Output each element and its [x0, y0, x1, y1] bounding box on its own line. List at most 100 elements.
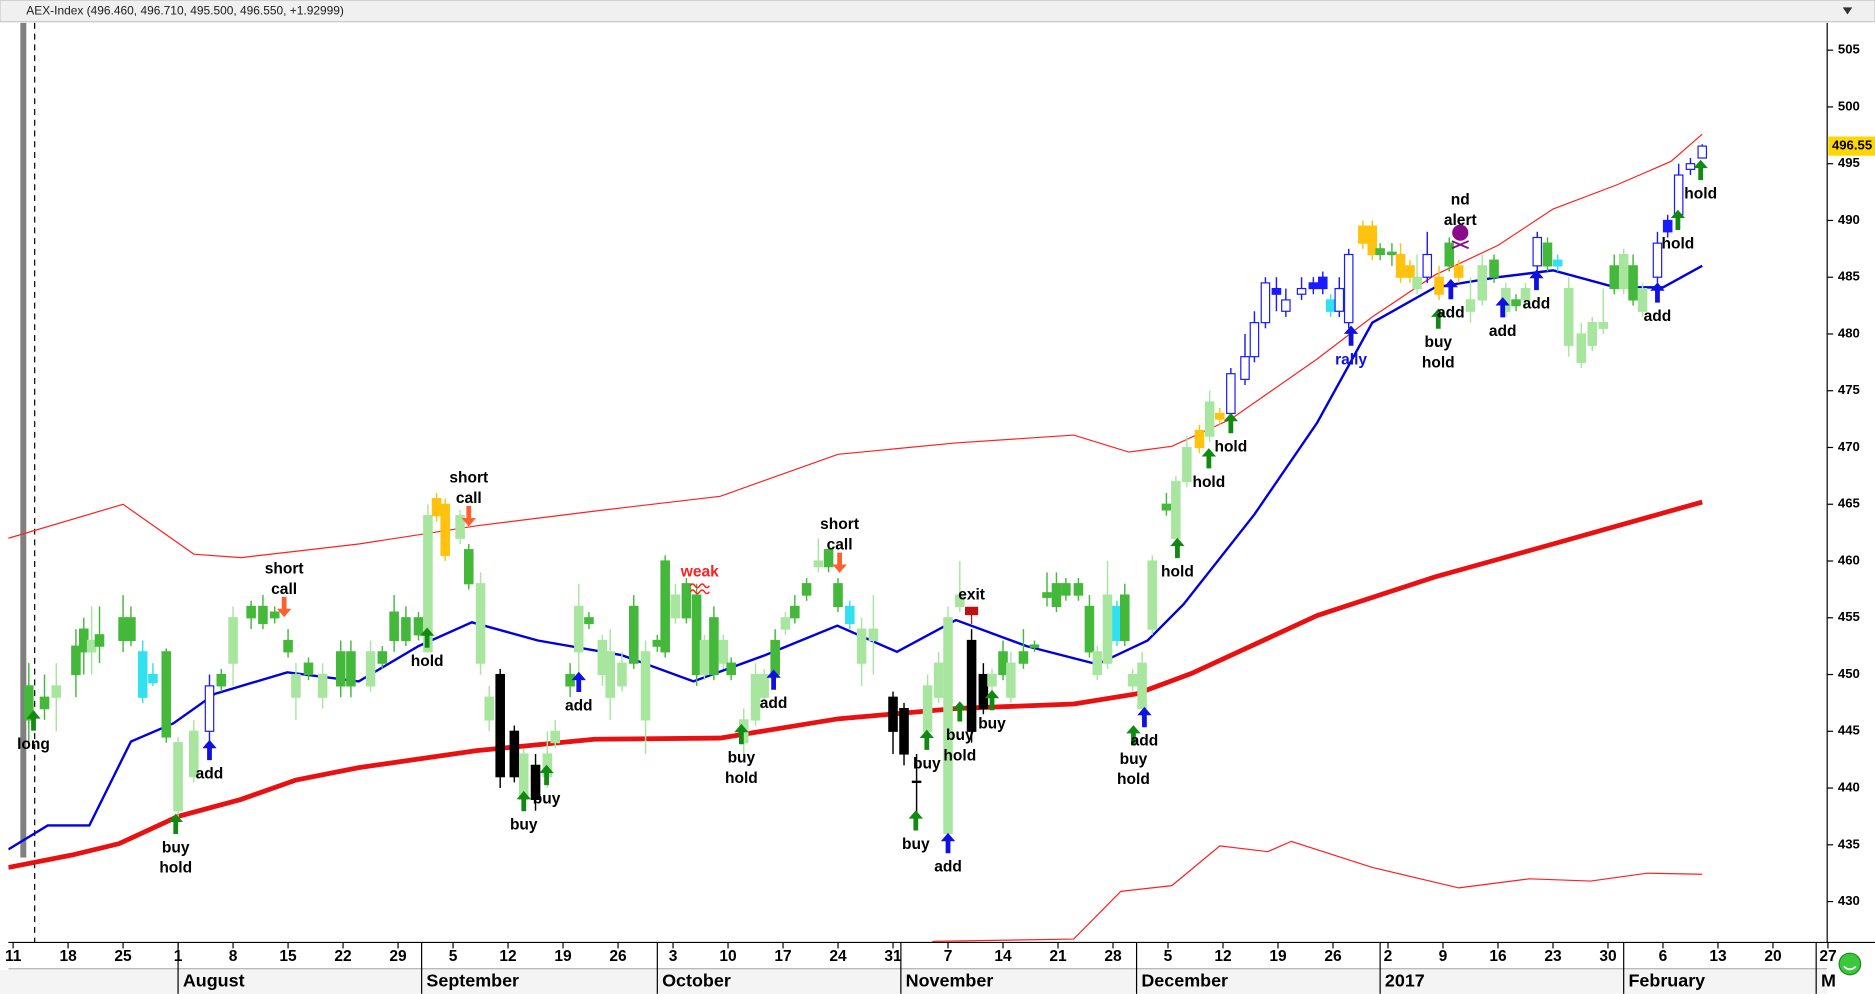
x-tick-label: 23: [1544, 948, 1562, 965]
month-label: December: [1141, 971, 1228, 991]
x-tick-label: 13: [1709, 948, 1727, 965]
candle-body: [652, 639, 663, 647]
x-tick-label: 7: [944, 948, 953, 965]
x-tick-label: 20: [1764, 948, 1781, 965]
signal-arrow: [952, 701, 967, 722]
candle-body: [86, 639, 97, 653]
annotation-label: buy: [728, 750, 756, 767]
x-tick-label: 26: [1324, 948, 1342, 965]
annotation-label: exit: [958, 586, 985, 603]
x-tick-label: 8: [229, 948, 238, 965]
candle-body: [71, 645, 81, 676]
candle-body: [922, 685, 933, 732]
y-tick-label: 435: [1838, 836, 1860, 851]
candle-body: [1325, 299, 1336, 312]
smiley-icon[interactable]: [1838, 952, 1862, 976]
candle-body: [291, 673, 301, 698]
annotation-label: buy: [1424, 334, 1452, 351]
indicator-line: [932, 840, 1703, 942]
annotation-label: add: [1131, 733, 1159, 750]
alert-skull: [1451, 224, 1469, 250]
candle-body: [401, 617, 411, 642]
candle-body: [1358, 225, 1368, 244]
x-tick-label: 5: [1164, 948, 1173, 965]
candle-body: [718, 639, 729, 664]
annotation-label: hold: [1161, 564, 1194, 581]
x-tick-label: 19: [554, 948, 572, 965]
y-tick-label: 470: [1838, 439, 1860, 454]
candle-body: [1395, 253, 1406, 278]
annotation-label: call: [271, 581, 297, 598]
candle-body: [1029, 644, 1040, 648]
candle-body: [750, 673, 761, 721]
x-tick-label: 5: [449, 948, 458, 965]
candle-body: [1018, 651, 1029, 664]
candle-body: [1061, 583, 1071, 596]
month-label: September: [426, 971, 519, 991]
candle-body: [911, 780, 922, 784]
signal-arrow: [1529, 269, 1544, 291]
signal-arrow: [1343, 325, 1359, 346]
annotation-label: hold: [159, 860, 192, 877]
signal-arrow: [1223, 412, 1239, 434]
candle-body: [24, 685, 34, 721]
candle-body: [1102, 594, 1113, 664]
candle-body: [1092, 651, 1103, 676]
candle-body: [1006, 662, 1016, 698]
candle-body: [1434, 276, 1444, 295]
candle-body: [1343, 253, 1354, 324]
candle-body: [1161, 503, 1172, 511]
menu-icon[interactable]: [1842, 7, 1853, 15]
annotation-label: add: [1489, 323, 1517, 340]
candle-body: [1182, 446, 1192, 483]
y-tick-label: 475: [1838, 382, 1860, 397]
candle-body: [377, 651, 388, 664]
candle-body: [118, 617, 128, 642]
signal-arrow: [1170, 537, 1185, 559]
candle-body: [1552, 259, 1563, 267]
annotation-label: buy: [1120, 751, 1148, 768]
candle-body: [726, 662, 736, 676]
candle-body: [565, 673, 575, 687]
candle-body: [1271, 287, 1282, 295]
candle-body: [759, 673, 769, 698]
x-tick-label: 30: [1599, 948, 1616, 965]
candle-body: [463, 549, 474, 585]
header-title: AEX-Index (496.460, 496.710, 495.500, 49…: [26, 4, 344, 18]
y-tick-label: 450: [1838, 666, 1860, 681]
candle-body: [173, 742, 183, 812]
annotation-label: hold: [1192, 474, 1225, 491]
plot-area: [8, 133, 1708, 942]
candle-body: [509, 730, 520, 778]
x-tick-label: 27: [1819, 948, 1836, 965]
smiley-mouth: [1843, 965, 1857, 971]
candle-body: [1249, 322, 1260, 358]
candle-body: [1652, 242, 1663, 278]
candle-body: [813, 560, 824, 568]
candle-body: [1453, 265, 1464, 278]
candle-body: [79, 628, 89, 653]
x-tick-label: 3: [669, 948, 678, 965]
annotation-label: alert: [1444, 212, 1477, 229]
x-tick-label: 9: [1439, 948, 1448, 965]
candle-body: [1618, 253, 1629, 290]
annotation-label: hold: [411, 653, 444, 670]
candle-body: [303, 662, 314, 676]
annotation-label: add: [1437, 305, 1465, 322]
candle-body: [699, 639, 710, 676]
y-tick-label: 505: [1838, 42, 1860, 57]
candle-body: [1317, 276, 1328, 290]
annotation-label: call: [456, 490, 482, 507]
candle-body: [1511, 299, 1521, 307]
candle-body: [1171, 480, 1181, 539]
candle-body: [1127, 673, 1138, 687]
candle-body: [1520, 287, 1531, 301]
y-tick-label: 495: [1838, 155, 1860, 170]
candle-body: [823, 549, 834, 568]
signal-arrow: [276, 596, 292, 618]
x-tick-label: 28: [1104, 948, 1122, 965]
candle-body: [1598, 322, 1609, 329]
month-label: August: [183, 971, 245, 991]
